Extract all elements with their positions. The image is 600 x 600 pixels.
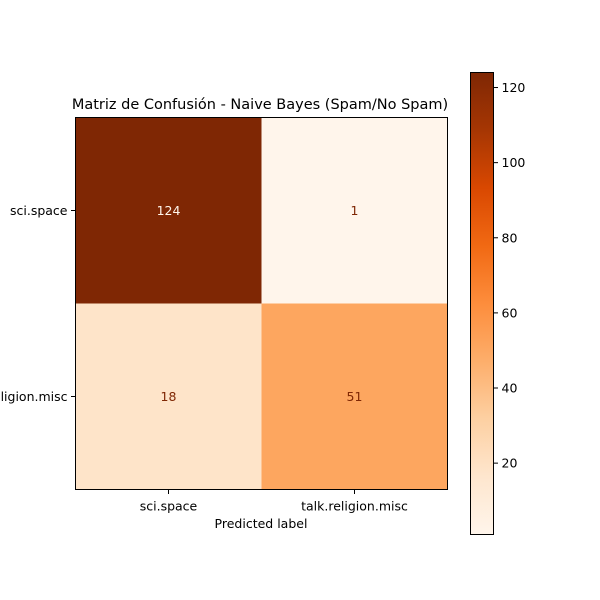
- heatmap-cells: [75, 117, 448, 490]
- colorbar: [470, 72, 494, 535]
- cell-value-1-1: 51: [347, 389, 363, 404]
- x-axis-label: Predicted label: [215, 516, 308, 531]
- x-axis: sci.space talk.religion.misc: [140, 489, 408, 514]
- colorbar-tick-label: 80: [502, 230, 518, 245]
- heatmap-cell-1-1: [261, 303, 448, 490]
- cell-value-0-1: 1: [351, 203, 359, 218]
- colorbar-axis: 20 40 60 80 100 120: [493, 80, 526, 471]
- plot-frame: [75, 117, 448, 490]
- y-tick-label: talk.religion.misc: [0, 389, 68, 404]
- colorbar-tick-label: 40: [502, 381, 518, 396]
- y-axis: sci.space talk.religion.misc: [0, 203, 76, 404]
- heatmap-cell-0-1: [261, 117, 448, 304]
- x-tick-label: talk.religion.misc: [301, 499, 408, 514]
- cell-value-labels: 124 1 18 51: [157, 203, 363, 404]
- colorbar-tick-label: 60: [502, 305, 518, 320]
- cell-value-1-0: 18: [161, 389, 177, 404]
- heatmap-cell-1-0: [75, 303, 262, 490]
- x-tick-label: sci.space: [140, 499, 198, 514]
- y-tick-label: sci.space: [10, 203, 68, 218]
- heatmap-cell-0-0: [75, 117, 262, 304]
- colorbar-tick-label: 20: [502, 456, 518, 471]
- colorbar-tick-label: 120: [502, 80, 526, 95]
- chart-title: Matriz de Confusión - Naive Bayes (Spam/…: [72, 97, 448, 113]
- cell-value-0-0: 124: [157, 203, 181, 218]
- colorbar-tick-label: 100: [502, 155, 526, 170]
